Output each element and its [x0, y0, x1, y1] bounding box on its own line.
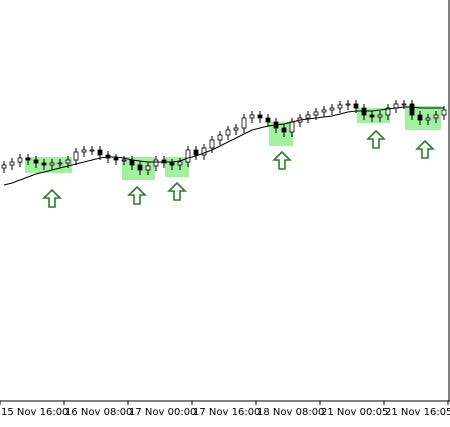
candle-body	[201, 147, 207, 156]
up-arrow	[272, 150, 292, 170]
candle-body	[65, 159, 71, 164]
x-tick-label: 17 Nov 16:00	[193, 407, 260, 418]
candle-body	[9, 161, 15, 166]
candle-body	[81, 149, 87, 153]
candle-body	[209, 139, 215, 149]
candle-body	[425, 117, 431, 121]
candle-body	[137, 164, 143, 171]
candle-body	[345, 103, 351, 106]
candle-body	[41, 162, 47, 166]
candle-body	[241, 117, 247, 129]
highlight-zone	[269, 122, 293, 146]
candle-body	[329, 107, 335, 111]
candle-body	[321, 109, 327, 113]
up-arrow	[42, 188, 62, 208]
x-tick-label: 17 Nov 00:00	[129, 407, 196, 418]
up-arrow	[167, 181, 187, 201]
candle-body	[169, 162, 175, 166]
candle-body	[225, 129, 231, 136]
candle-body	[377, 114, 383, 118]
up-arrow	[415, 139, 435, 159]
candle-body	[185, 149, 191, 163]
candle-body	[337, 104, 343, 109]
candle-body	[89, 149, 95, 152]
candle-body	[409, 103, 415, 116]
candle-body	[57, 162, 63, 165]
candle-body	[33, 159, 39, 164]
candle-body	[17, 157, 23, 163]
candle-body	[385, 107, 391, 116]
highlight-zone	[165, 157, 189, 177]
x-tick-label: 18 Nov 08:00	[257, 407, 324, 418]
candle-body	[153, 159, 159, 167]
candle-body	[417, 114, 423, 121]
up-arrow	[366, 129, 386, 149]
candle-body	[145, 165, 151, 171]
candle-body	[49, 162, 55, 166]
candle-body	[257, 114, 263, 119]
x-tick-label: 15 Nov 16:00	[1, 407, 68, 418]
arrows	[42, 129, 435, 208]
candle-body	[217, 134, 223, 141]
candle-body	[433, 114, 439, 119]
candle-body	[193, 149, 199, 156]
x-tick-label: 21 Nov 16:05	[385, 407, 450, 418]
candle-body	[369, 114, 375, 118]
candle-body	[249, 114, 255, 119]
candle-body	[177, 161, 183, 166]
candle-body	[25, 157, 31, 161]
x-tick-label: 16 Nov 08:00	[65, 407, 132, 418]
candle-body	[353, 103, 359, 109]
candle-body	[97, 149, 103, 156]
candle-body	[313, 111, 319, 116]
candle-body	[233, 127, 239, 131]
candle-body	[289, 121, 295, 133]
moving-average-line	[3, 106, 444, 186]
x-tick-label: 21 Nov 00:05	[321, 407, 388, 418]
candle-body	[121, 159, 127, 162]
candle-body	[73, 151, 79, 161]
up-arrow	[127, 185, 147, 205]
candle-body	[305, 114, 311, 119]
candle-body	[401, 103, 407, 106]
candle-body	[113, 157, 119, 161]
candle-body	[129, 159, 135, 166]
candle-body	[441, 109, 447, 116]
candle-body	[1, 164, 7, 169]
candle-body	[281, 127, 287, 133]
candle-body	[265, 117, 271, 123]
